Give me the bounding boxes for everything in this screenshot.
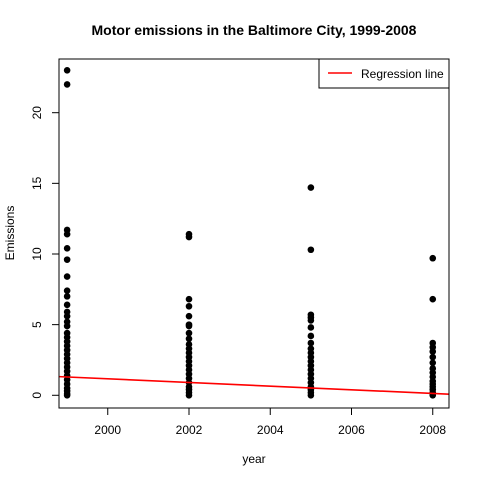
- chart-title: Motor emissions in the Baltimore City, 1…: [92, 22, 417, 38]
- y-tick-label-20: 20: [30, 106, 44, 120]
- data-point-38: [185, 329, 193, 337]
- x-tick-label-2004: 2004: [257, 423, 284, 437]
- y-tick-label-10: 10: [30, 247, 44, 261]
- data-point-4: [63, 245, 71, 252]
- x-axis: 2000 2002 2004 2006 2008: [94, 407, 446, 437]
- data-point-9: [63, 301, 71, 309]
- x-tick-label-2000: 2000: [94, 423, 121, 437]
- y-axis-label: Emissions: [3, 206, 17, 261]
- data-point-81: [429, 359, 437, 367]
- x-tick-label-2008: 2008: [419, 423, 446, 437]
- data-point-61: [307, 339, 315, 347]
- data-point-6: [63, 273, 71, 280]
- data-point-30: [63, 391, 71, 399]
- y-tick-label-5: 5: [30, 321, 44, 328]
- data-point-60: [307, 332, 315, 340]
- data-point-58: [307, 317, 315, 324]
- data-point-54: [307, 184, 315, 191]
- regression-line: [58, 375, 450, 395]
- legend: Regression line: [318, 58, 450, 89]
- y-tick-label-0: 0: [30, 392, 44, 399]
- data-point-11: [63, 312, 71, 320]
- points-layer: [63, 67, 437, 399]
- data-point-34: [185, 302, 193, 310]
- data-point-1: [63, 81, 71, 88]
- data-point-5: [63, 256, 71, 263]
- data-point-0: [63, 67, 71, 74]
- data-point-37: [185, 322, 193, 330]
- x-axis-label: year: [242, 452, 265, 466]
- data-point-3: [63, 230, 71, 238]
- data-point-32: [185, 233, 193, 241]
- y-tick-label-15: 15: [30, 176, 44, 190]
- data-point-35: [185, 312, 193, 320]
- data-point-80: [429, 353, 437, 361]
- regression-line-layer: [58, 375, 450, 395]
- data-point-76: [429, 295, 437, 303]
- data-point-74: [307, 391, 315, 399]
- data-point-8: [63, 293, 71, 300]
- data-point-75: [429, 254, 437, 262]
- data-point-7: [63, 287, 71, 295]
- data-point-79: [429, 348, 437, 355]
- data-point-13: [63, 322, 71, 330]
- data-point-59: [307, 324, 315, 331]
- data-point-53: [185, 391, 193, 399]
- data-point-39: [185, 335, 193, 343]
- x-tick-label-2006: 2006: [338, 423, 365, 437]
- data-point-33: [185, 295, 193, 303]
- x-tick-label-2002: 2002: [176, 423, 203, 437]
- legend-label: Regression line: [361, 67, 444, 81]
- data-point-55: [307, 246, 315, 254]
- y-axis: 0 5 10 15 20: [30, 106, 60, 399]
